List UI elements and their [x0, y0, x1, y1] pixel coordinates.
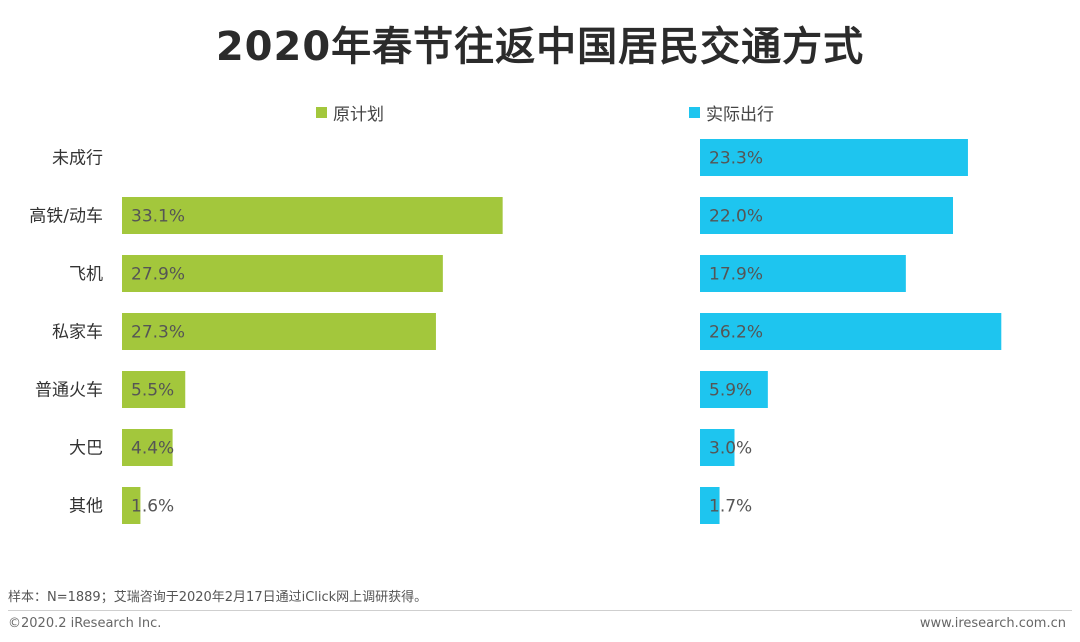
sample-note: 样本：N=1889；艾瑞咨询于2020年2月17日通过iClick网上调研获得。: [8, 590, 428, 605]
value-label-plan: 27.9%: [131, 265, 185, 285]
bar-actual: [700, 429, 735, 466]
value-label-actual: 3.0%: [709, 439, 752, 459]
legend-item-plan: 原计划: [316, 100, 384, 125]
category-label: 大巴: [69, 439, 103, 459]
chart-title: 2020年春节往返中国居民交通方式: [215, 24, 865, 70]
legend-swatch-plan: [316, 107, 327, 118]
bar-actual: [700, 197, 953, 234]
value-label-plan: 4.4%: [131, 439, 174, 459]
legend-swatch-actual: [689, 107, 700, 118]
value-label-actual: 1.7%: [709, 497, 752, 517]
bar-plan: [122, 255, 443, 292]
value-label-actual: 23.3%: [709, 149, 763, 169]
value-label-actual: 17.9%: [709, 265, 763, 285]
copyright: ©2020.2 iResearch Inc.: [8, 616, 162, 631]
category-label: 高铁/动车: [29, 207, 103, 227]
bar-plan: [122, 197, 503, 234]
legend-label-actual: 实际出行: [706, 105, 774, 125]
value-label-actual: 5.9%: [709, 381, 752, 401]
value-label-plan: 5.5%: [131, 381, 174, 401]
category-label: 私家车: [52, 323, 103, 343]
category-label: 其他: [69, 497, 103, 517]
value-label-plan: 33.1%: [131, 207, 185, 227]
value-label-plan: 27.3%: [131, 323, 185, 343]
legend-item-actual: 实际出行: [689, 100, 774, 125]
bar-actual: [700, 487, 720, 524]
bar-plan: [122, 487, 141, 524]
bar-actual: [700, 255, 906, 292]
legend-label-plan: 原计划: [333, 105, 384, 125]
bar-plan: [122, 313, 436, 350]
category-label: 未成行: [52, 149, 103, 169]
footer-divider: [8, 610, 1072, 611]
bar-actual: [700, 313, 1002, 350]
bar-chart: 未成行 23.3% 高铁/动车 33.1% 22.0% 飞机 27.9% 17.9% 私家车 27…: [29, 139, 1002, 524]
value-label-actual: 22.0%: [709, 207, 763, 227]
category-label: 普通火车: [35, 381, 103, 401]
bar-actual: [700, 139, 968, 176]
bar-plan: [122, 371, 186, 408]
value-label-actual: 26.2%: [709, 323, 763, 343]
website-url: www.iresearch.com.cn: [919, 616, 1066, 631]
category-label: 飞机: [69, 265, 103, 285]
value-label-plan: 1.6%: [131, 497, 174, 517]
bar-plan: [122, 429, 173, 466]
bar-actual: [700, 371, 768, 408]
